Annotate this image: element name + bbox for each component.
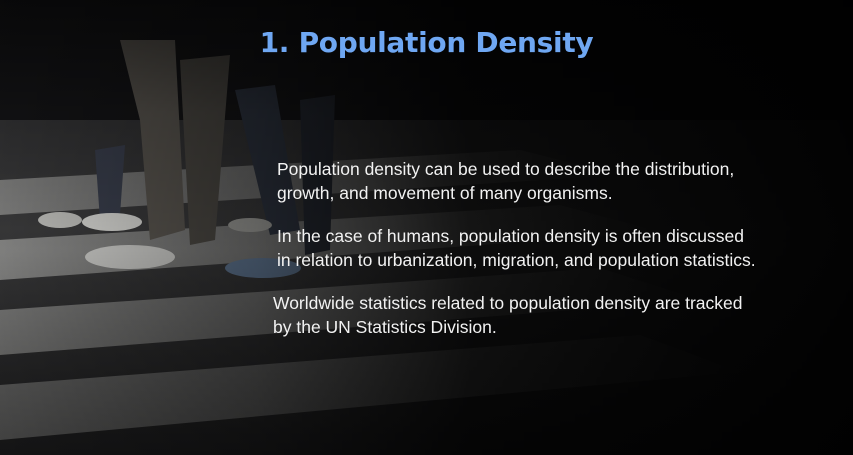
paragraph-humans: In the case of humans, population densit… — [277, 224, 847, 272]
paragraph-line: Worldwide statistics related to populati… — [273, 293, 743, 313]
paragraph-distribution: Population density can be used to descri… — [277, 157, 817, 205]
paragraph-line: growth, and movement of many organisms. — [277, 183, 613, 203]
paragraph-line: in relation to urbanization, migration, … — [277, 250, 756, 270]
slide-title: 1. Population Density — [259, 26, 594, 59]
paragraph-line: Population density can be used to descri… — [277, 159, 735, 179]
paragraph-worldwide-statistics: Worldwide statistics related to populati… — [273, 291, 833, 339]
paragraph-line: In the case of humans, population densit… — [277, 226, 744, 246]
paragraph-line: by the UN Statistics Division. — [273, 317, 497, 337]
